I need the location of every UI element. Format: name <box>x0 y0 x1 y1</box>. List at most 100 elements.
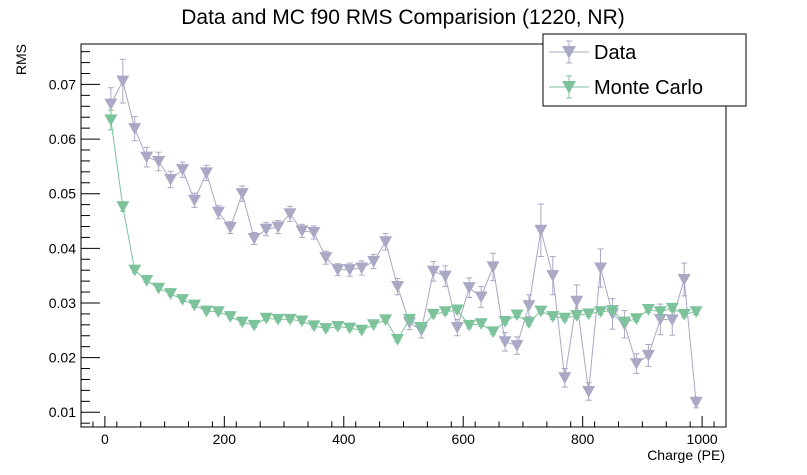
data-point <box>223 311 237 323</box>
data-point <box>522 317 536 329</box>
data-point <box>462 319 476 332</box>
data-point <box>331 320 345 333</box>
data-point <box>438 270 452 283</box>
data-point <box>199 305 213 318</box>
data-point <box>594 306 608 318</box>
data-point <box>187 299 201 312</box>
data-point <box>558 312 572 325</box>
data-point <box>295 315 309 328</box>
data-point <box>498 316 512 328</box>
data-point <box>450 322 464 334</box>
legend-box <box>542 33 747 107</box>
data-point <box>665 314 679 327</box>
data-point <box>677 308 691 321</box>
data-point <box>438 306 452 318</box>
legend-label: Monte Carlo <box>594 77 703 99</box>
data-point <box>211 206 225 219</box>
data-point <box>307 320 321 333</box>
y-tick-label: 0.07 <box>49 76 76 92</box>
data-point <box>283 208 297 221</box>
data-point <box>140 275 154 287</box>
data-point <box>534 305 548 318</box>
data-point <box>164 288 178 300</box>
legend: Data Monte Carlo <box>542 33 747 107</box>
y-tick-label: 0.01 <box>49 404 76 420</box>
y-tick-label: 0.02 <box>49 350 76 366</box>
data-point <box>474 318 488 330</box>
data-point <box>128 123 142 135</box>
data-point <box>271 221 285 234</box>
data-point <box>104 114 118 127</box>
data-point <box>510 309 524 322</box>
series-monte-carlo <box>104 109 703 346</box>
legend-item-data: Data <box>549 40 637 64</box>
data-point <box>307 226 321 239</box>
data-point <box>343 264 357 276</box>
data-point <box>379 236 393 248</box>
data-point <box>606 305 620 317</box>
data-point <box>665 302 679 315</box>
data-point <box>379 314 393 327</box>
data-point <box>235 188 249 200</box>
data-point <box>510 340 524 352</box>
y-tick-label: 0.04 <box>49 240 76 256</box>
data-point <box>223 222 237 234</box>
data-point <box>235 316 249 329</box>
data-point <box>582 308 596 321</box>
data-point <box>176 164 190 176</box>
data-point <box>116 201 130 213</box>
data-point <box>271 313 285 326</box>
data-point <box>641 304 655 316</box>
data-point <box>570 310 584 322</box>
data-point <box>164 173 178 186</box>
legend-marker <box>562 81 576 94</box>
data-point <box>128 264 142 277</box>
data-point <box>283 313 297 326</box>
data-point <box>116 75 130 88</box>
data-point <box>582 385 596 398</box>
data-point <box>546 270 560 282</box>
data-point <box>247 232 261 245</box>
data-point <box>331 264 345 276</box>
data-point <box>534 224 548 237</box>
data-point <box>319 252 333 264</box>
data-point <box>343 322 357 335</box>
data-point <box>474 291 488 304</box>
data-point <box>259 312 273 325</box>
x-tick-label: 1000 <box>687 431 718 447</box>
x-tick-label: 200 <box>213 431 237 447</box>
data-point <box>319 323 333 335</box>
data-point <box>199 167 213 180</box>
data-point <box>689 396 703 409</box>
y-axis-label: RMS <box>13 44 29 75</box>
data-point <box>367 255 381 268</box>
data-point <box>259 223 273 236</box>
data-point <box>426 308 440 321</box>
y-tick-label: 0.05 <box>49 186 76 202</box>
legend-item-monte-carlo: Monte Carlo <box>549 75 703 99</box>
data-point <box>653 313 667 326</box>
data-point <box>391 334 405 346</box>
data-point <box>247 319 261 332</box>
data-point <box>176 294 190 306</box>
x-axis: 0 200 400 600 800 1000 <box>92 416 718 447</box>
data-point <box>617 316 631 329</box>
data-point <box>211 306 225 318</box>
data-point <box>594 262 608 275</box>
y-tick-label: 0.03 <box>49 295 76 311</box>
data-point <box>522 300 536 312</box>
data-point <box>629 358 643 370</box>
legend-marker <box>562 46 576 59</box>
data-point <box>367 319 381 332</box>
series-line <box>110 79 697 403</box>
data-point <box>295 225 309 238</box>
data-point <box>486 261 500 274</box>
data-point <box>355 324 369 337</box>
data-point <box>498 336 512 348</box>
data-point <box>546 311 560 323</box>
data-point <box>558 372 572 385</box>
data-point <box>414 322 428 334</box>
data-point <box>653 306 667 318</box>
data-point <box>426 265 440 278</box>
